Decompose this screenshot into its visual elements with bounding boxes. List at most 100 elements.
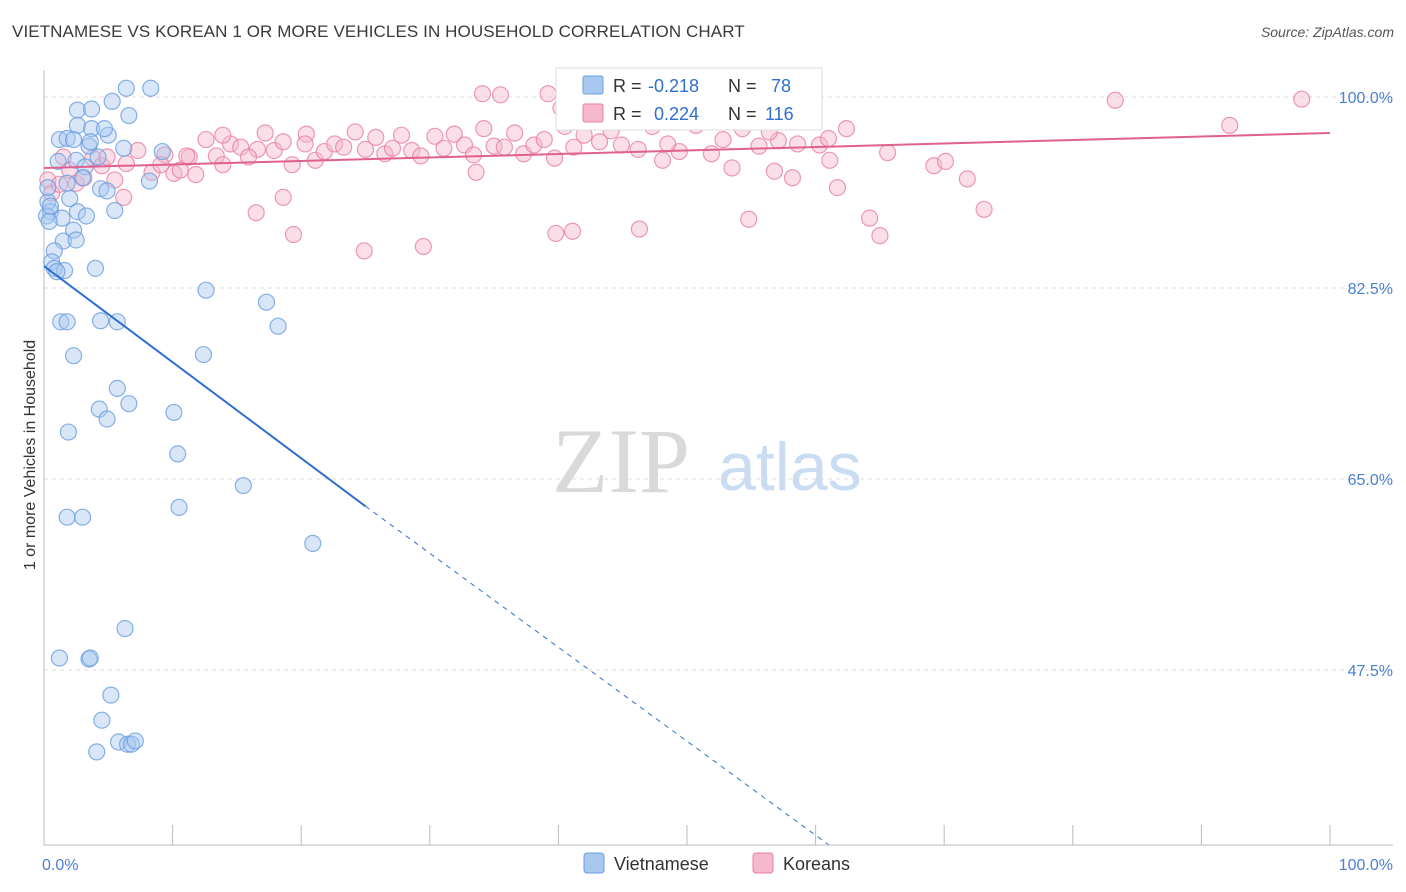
data-point: [702, 145, 721, 163]
data-point: [525, 136, 543, 154]
data-point: [467, 163, 485, 181]
data-point: [93, 711, 111, 729]
data-point: [234, 476, 252, 495]
y-tick-label: 65.0%: [1348, 472, 1393, 489]
data-point: [68, 116, 87, 134]
gridlines: [44, 96, 1393, 671]
data-point: [659, 135, 677, 153]
data-point: [464, 146, 483, 164]
data-point: [355, 242, 373, 260]
data-point: [50, 649, 69, 667]
data-point: [535, 130, 553, 149]
data-point: [426, 127, 444, 145]
data-point: [871, 227, 889, 245]
legend-swatch-koreans: [582, 103, 604, 123]
data-point: [81, 133, 99, 151]
data-point: [58, 508, 76, 526]
data-point: [120, 106, 138, 125]
data-point: [197, 130, 215, 149]
data-point: [539, 85, 557, 103]
data-point: [40, 212, 58, 231]
y-tick-label: 47.5%: [1348, 663, 1393, 680]
data-point: [495, 138, 513, 156]
data-point: [326, 135, 344, 153]
legend-swatch-vietnamese: [582, 75, 604, 95]
data-point: [98, 410, 116, 428]
data-point: [116, 619, 134, 638]
x-tick-label-left: 0.0%: [42, 857, 78, 874]
data-point: [108, 379, 126, 398]
data-point: [126, 732, 144, 750]
data-point: [165, 403, 183, 422]
data-point: [81, 649, 99, 667]
data-point: [256, 124, 274, 142]
data-point: [265, 141, 283, 160]
data-point: [296, 135, 314, 153]
data-point: [819, 129, 838, 148]
data-point: [861, 209, 879, 227]
data-point: [48, 263, 66, 281]
trend-line-vietnamese: [43, 265, 367, 508]
data-point: [98, 148, 116, 166]
data-point: [178, 147, 196, 165]
data-point: [274, 133, 292, 151]
data-point: [39, 178, 57, 197]
legend-n-label-vietnamese: N =: [728, 76, 757, 96]
x-tick-label-right: 100.0%: [1339, 857, 1393, 874]
bottom-legend-swatch-koreans: [752, 852, 774, 874]
data-point: [194, 345, 213, 364]
chart-title: VIETNAMESE VS KOREAN 1 OR MORE VEHICLES …: [12, 22, 745, 41]
bottom-legend-label-vietnamese: Vietnamese: [614, 854, 709, 874]
legend-n-label-koreans: N =: [728, 104, 757, 124]
data-point: [414, 237, 432, 256]
x-axis-ticks: [43, 825, 1331, 845]
data-point: [304, 534, 322, 552]
source-credit: Source: ZipAtlas.com: [1260, 24, 1394, 40]
data-point: [239, 148, 258, 166]
legend-n-value-koreans: 116: [765, 104, 794, 124]
data-point: [335, 138, 353, 156]
data-point: [82, 100, 101, 118]
legend-r-value-vietnamese: -0.218: [648, 76, 699, 96]
data-point: [257, 293, 276, 311]
data-point: [153, 142, 171, 161]
data-point: [788, 135, 807, 153]
data-point: [383, 139, 402, 157]
data-point: [68, 203, 87, 221]
data-point: [169, 445, 187, 463]
trend-line-vietnamese-extension: [365, 505, 829, 846]
data-point: [1293, 90, 1311, 108]
data-point: [828, 178, 847, 197]
data-point: [171, 161, 189, 179]
data-point: [247, 204, 265, 222]
data-point: [269, 317, 287, 335]
data-point: [91, 312, 110, 330]
data-point: [545, 149, 564, 167]
data-point: [170, 498, 188, 516]
data-point: [284, 225, 303, 244]
data-point: [95, 120, 114, 138]
data-point: [975, 200, 993, 219]
data-point: [392, 126, 411, 144]
data-point: [98, 182, 116, 200]
data-point: [187, 165, 205, 184]
data-point: [120, 395, 138, 413]
data-point: [80, 650, 98, 668]
data-point: [41, 197, 60, 215]
data-point: [214, 156, 232, 174]
bottom-legend-label-koreans: Koreans: [783, 854, 850, 874]
data-point: [73, 169, 92, 187]
data-point: [117, 79, 135, 97]
data-point: [837, 120, 856, 138]
data-point: [750, 137, 768, 155]
data-point: [142, 79, 160, 97]
y-tick-label: 100.0%: [1339, 90, 1393, 107]
data-point: [197, 281, 215, 299]
data-point: [435, 139, 453, 157]
data-point: [140, 172, 159, 190]
data-point: [67, 151, 85, 169]
data-point: [117, 154, 135, 173]
data-point: [283, 156, 301, 174]
data-point: [879, 144, 897, 162]
data-point: [612, 136, 631, 154]
